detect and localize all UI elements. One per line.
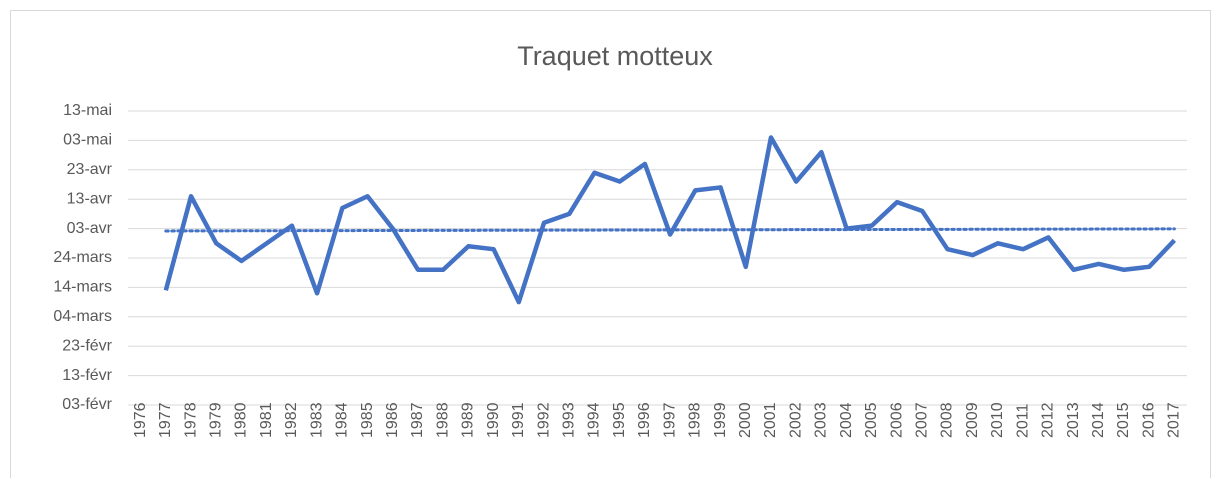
x-tick-label: 2011 (1014, 403, 1031, 438)
x-tick-label: 1985 (359, 402, 376, 438)
x-tick-label: 2008 (939, 402, 956, 438)
x-tick-label: 1993 (560, 402, 577, 438)
x-tick-label: 2001 (762, 402, 779, 438)
x-tick-label: 1987 (409, 402, 426, 438)
x-tick-label: 1982 (283, 402, 300, 438)
x-tick-label: 2010 (989, 402, 1006, 438)
x-tick-label: 2016 (1140, 402, 1157, 438)
x-tick-label: 2007 (913, 402, 930, 438)
y-tick-label: 03-avr (67, 220, 113, 237)
x-tick-label: 2006 (888, 402, 905, 438)
x-tick-label: 1990 (485, 402, 502, 438)
x-tick-label: 1998 (687, 402, 704, 438)
x-tick-label: 1978 (182, 402, 199, 438)
y-tick-label: 03-févr (62, 396, 112, 413)
x-tick-label: 2004 (838, 402, 855, 438)
x-tick-label: 1977 (157, 402, 174, 438)
x-tick-label: 1979 (207, 402, 224, 438)
x-tick-label: 2017 (1166, 402, 1183, 438)
x-tick-label: 1997 (661, 402, 678, 438)
y-tick-label: 13-mai (63, 102, 112, 119)
x-tick-label: 1989 (460, 402, 477, 438)
y-tick-label: 04-mars (53, 308, 112, 325)
x-tick-label: 1980 (233, 402, 250, 438)
x-tick-label: 2009 (964, 402, 981, 438)
data-line (163, 135, 1177, 305)
x-tick-label: 1981 (258, 402, 275, 438)
y-tick-label: 13-févr (62, 367, 112, 384)
x-tick-label: 1994 (586, 402, 603, 438)
y-tick-label: 13-avr (67, 190, 113, 207)
x-tick-label: 2015 (1115, 402, 1132, 438)
y-tick-label: 14-mars (53, 279, 112, 296)
y-tick-label: 03-mai (63, 132, 112, 149)
x-tick-label: 1983 (308, 402, 325, 438)
x-tick-label: 2002 (787, 402, 804, 438)
x-tick-label: 1976 (132, 402, 149, 438)
x-tick-label: 1988 (434, 402, 451, 438)
x-tick-label: 1999 (712, 402, 729, 438)
x-tick-label: 1995 (611, 402, 628, 438)
x-tick-label: 1996 (636, 402, 653, 438)
x-tick-label: 2000 (737, 402, 754, 438)
x-tick-label: 1991 (510, 402, 527, 438)
x-tick-label: 2003 (813, 402, 830, 438)
x-tick-label: 2012 (1040, 402, 1057, 438)
chart-title: Traquet motteux (517, 41, 713, 71)
x-tick-label: 2005 (863, 402, 880, 438)
x-tick-label: 1984 (334, 402, 351, 438)
x-tick-label: 2014 (1090, 402, 1107, 438)
x-tick-label: 2013 (1065, 402, 1082, 438)
x-tick-label: 1992 (535, 402, 552, 438)
y-tick-label: 24-mars (53, 249, 112, 266)
y-tick-label: 23-avr (67, 161, 113, 178)
x-tick-label: 1986 (384, 402, 401, 438)
y-tick-label: 23-févr (62, 337, 112, 354)
